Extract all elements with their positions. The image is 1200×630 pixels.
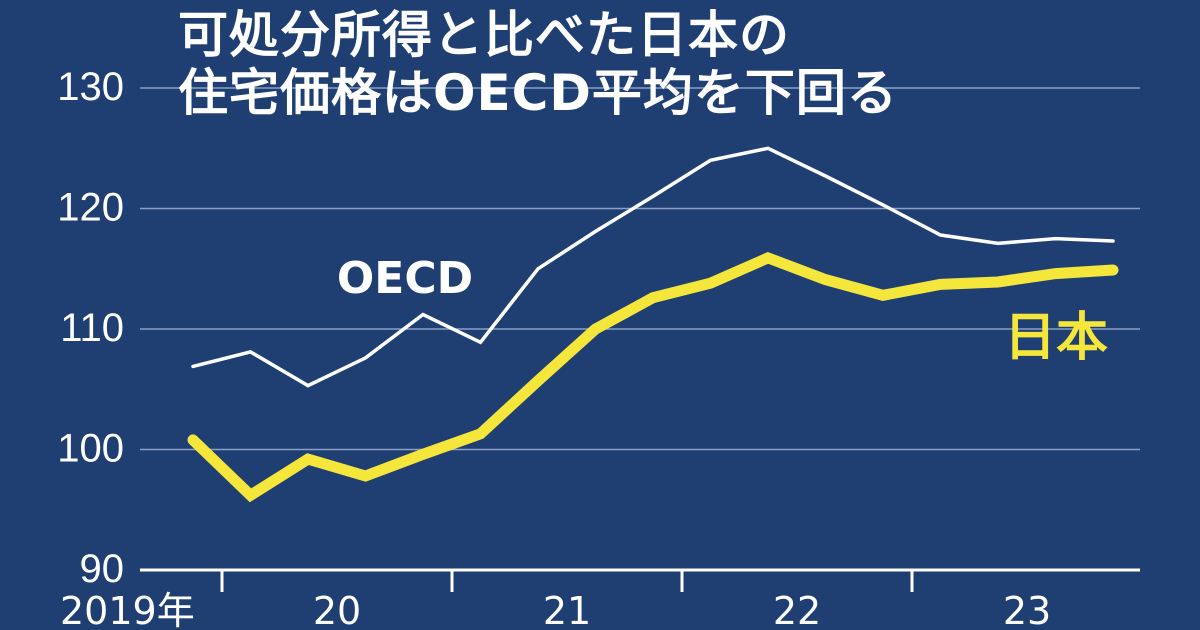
x-tick-label: 2019年 <box>60 589 195 630</box>
x-tick-label: 22 <box>773 589 821 630</box>
y-tick-label: 100 <box>57 427 124 471</box>
y-tick-label: 90 <box>80 547 125 591</box>
series-label-oecd: OECD <box>337 253 473 304</box>
y-tick-label: 120 <box>57 186 124 230</box>
grid-lines <box>140 87 1140 451</box>
x-tick-label: 23 <box>1003 589 1051 630</box>
chart-title-line-2: 住宅価格はOECD平均を下回る <box>178 64 898 122</box>
series-lines <box>187 146 1119 503</box>
x-tick-label: 21 <box>543 589 591 630</box>
series-line-japan <box>187 251 1119 503</box>
series-label-japan: 日本 <box>1004 308 1108 368</box>
series-labels: OECD 日本 <box>337 253 1108 368</box>
y-axis-tick-labels: 90 100 110 120 130 <box>57 65 124 591</box>
chart-title: 可処分所得と比べた日本の 住宅価格はOECD平均を下回る <box>178 6 898 122</box>
chart-title-line-1: 可処分所得と比べた日本の <box>178 6 790 64</box>
y-tick-label: 130 <box>57 65 124 109</box>
series-line-oecd <box>191 146 1115 388</box>
y-tick-label: 110 <box>60 306 124 350</box>
x-axis: 2019年 20 21 22 23 <box>60 568 1140 630</box>
x-tick-label: 20 <box>313 589 361 630</box>
